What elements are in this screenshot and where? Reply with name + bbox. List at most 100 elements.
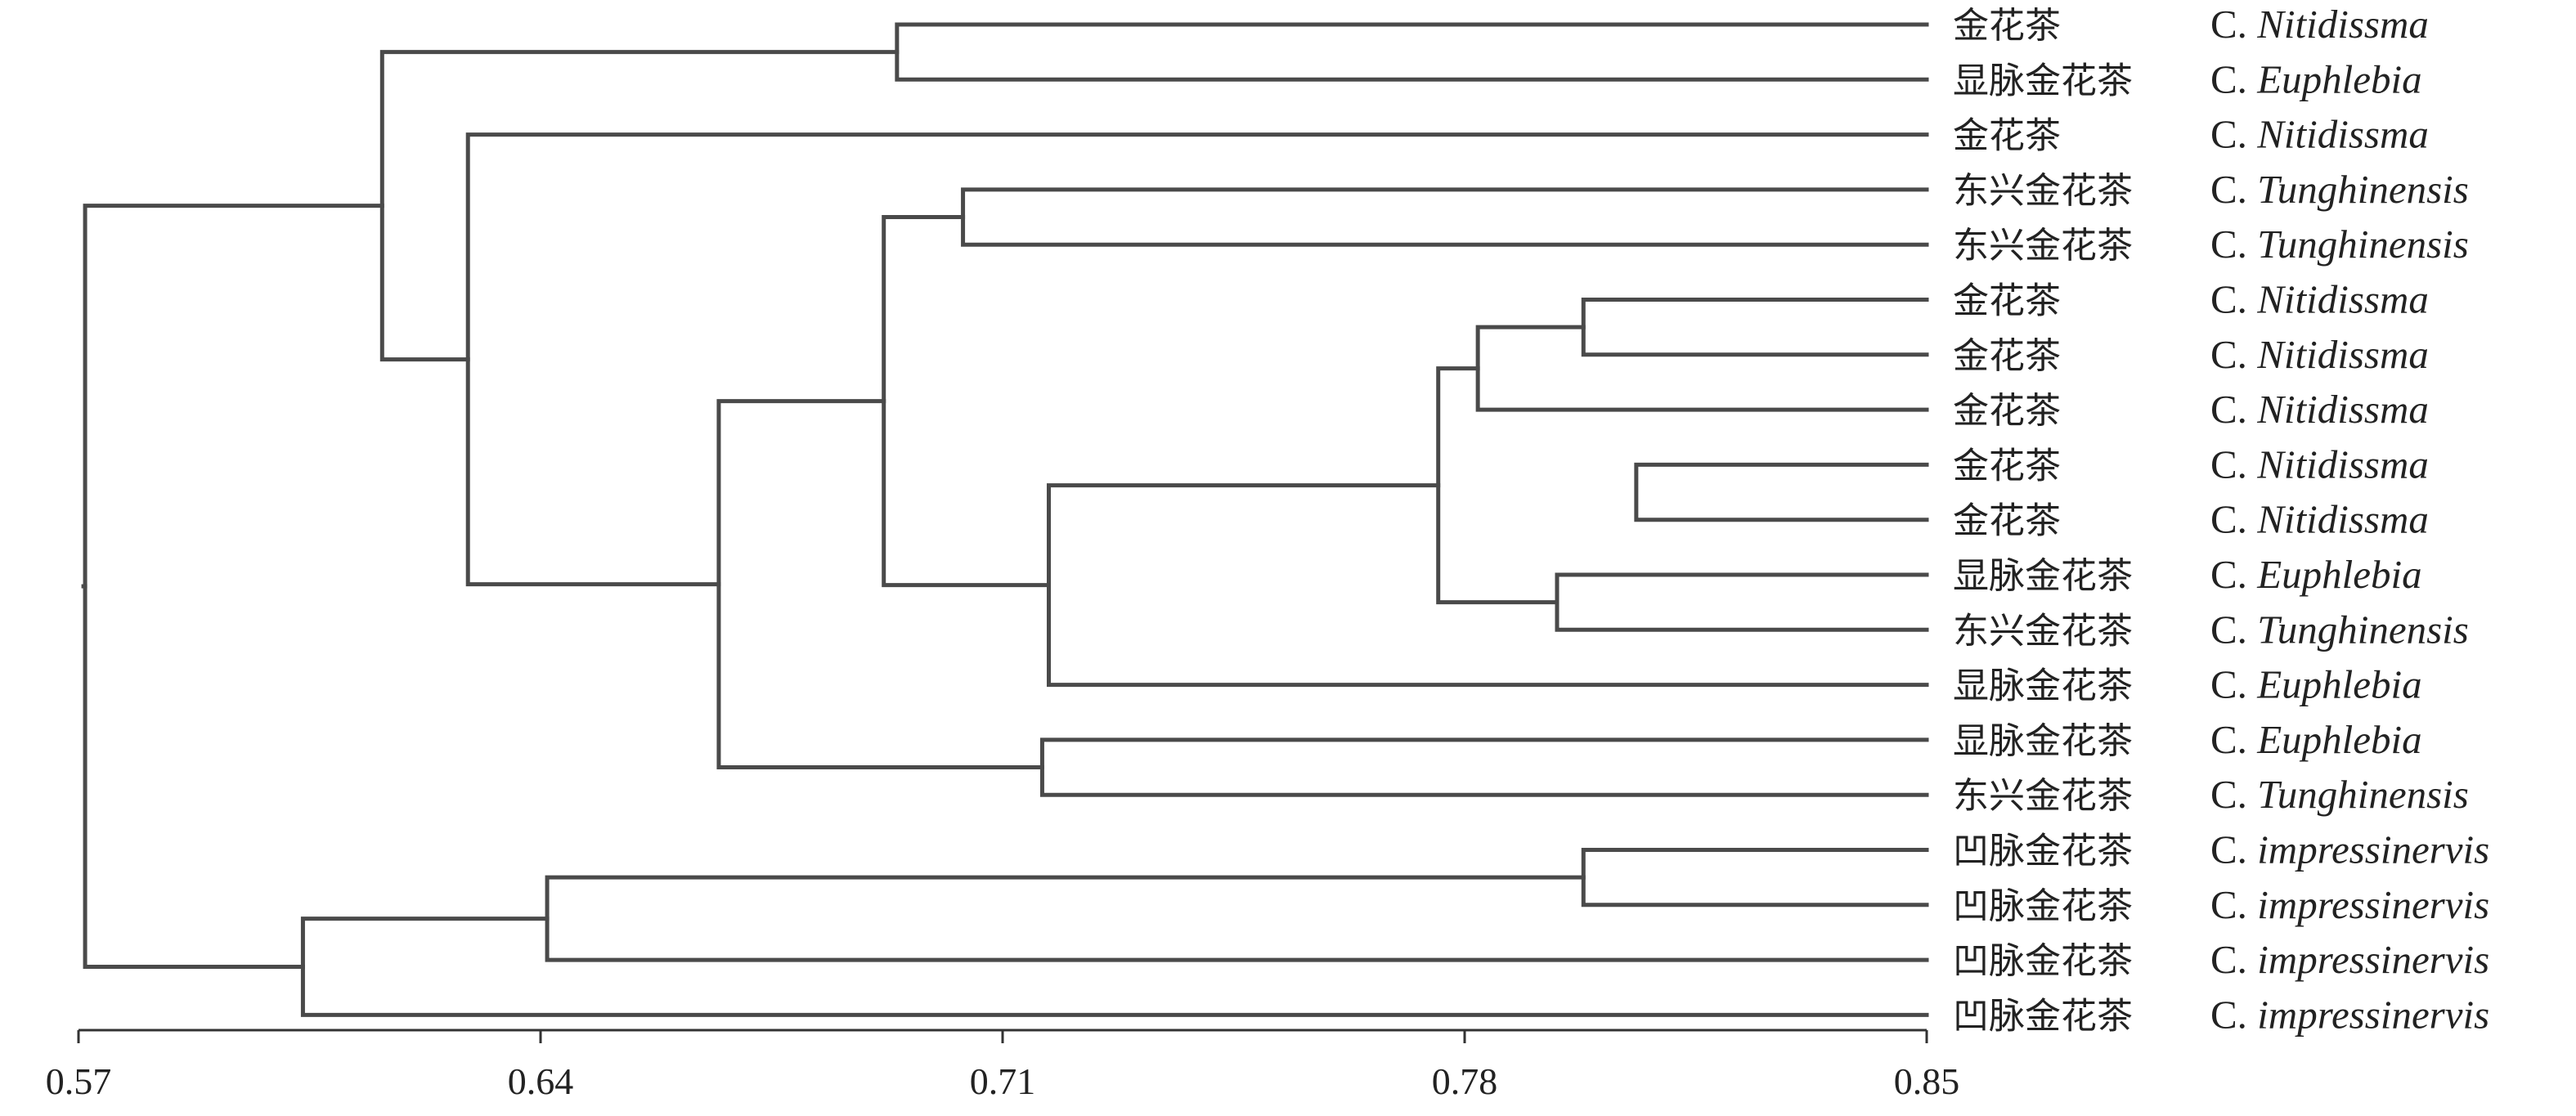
leaf-latin-name: C. Tunghinensis bbox=[2210, 222, 2469, 267]
leaf-genus: C. bbox=[2210, 552, 2257, 597]
leaf-species: Nitidissma bbox=[2256, 497, 2429, 542]
leaf-chinese-name: 金花茶 bbox=[1953, 115, 2061, 157]
leaf-latin-name: C. Euphlebia bbox=[2210, 717, 2422, 762]
leaf-latin-name: C. impressinervis bbox=[2210, 827, 2489, 872]
leaf-label: 凹脉金花茶 C. impressinervis bbox=[1953, 992, 2489, 1037]
dendrogram-branch bbox=[1039, 737, 1929, 797]
leaf-genus: C. bbox=[2210, 332, 2257, 377]
leaf-chinese-name: 显脉金花茶 bbox=[1953, 555, 2133, 597]
leaf-genus: C. bbox=[2210, 497, 2257, 542]
dendrogram-branch bbox=[895, 22, 1929, 82]
leaf-chinese-name: 显脉金花茶 bbox=[1953, 666, 2133, 707]
leaf-latin-name: C. Nitidissma bbox=[2210, 277, 2429, 322]
leaf-label: 金花茶 C. Nitidissma bbox=[1953, 497, 2429, 542]
leaf-genus: C. bbox=[2210, 387, 2257, 432]
leaf-chinese-name: 凹脉金花茶 bbox=[1953, 885, 2133, 927]
leaf-chinese-name: 金花茶 bbox=[1953, 445, 2061, 486]
leaf-species: Nitidissma bbox=[2256, 332, 2429, 377]
dendrogram-branch bbox=[1475, 325, 1929, 412]
leaf-label: 东兴金花茶 C. Tunghinensis bbox=[1953, 167, 2469, 212]
leaf-latin-name: C. Tunghinensis bbox=[2210, 772, 2469, 817]
leaf-label: 显脉金花茶 C. Euphlebia bbox=[1953, 552, 2422, 597]
leaf-latin-name: C. Euphlebia bbox=[2210, 662, 2422, 707]
dendrogram-branch bbox=[379, 50, 900, 362]
leaf-chinese-name: 金花茶 bbox=[1953, 500, 2061, 542]
leaf-chinese-name: 金花茶 bbox=[1953, 390, 2061, 432]
leaf-species: impressinervis bbox=[2257, 992, 2489, 1037]
leaf-chinese-name: 金花茶 bbox=[1953, 335, 2061, 377]
leaf-latin-name: C. Tunghinensis bbox=[2210, 167, 2469, 212]
axis-tick-label: 0.71 bbox=[970, 1060, 1036, 1102]
axis-tick-label: 0.64 bbox=[508, 1060, 574, 1102]
leaf-chinese-name: 金花茶 bbox=[1953, 5, 2061, 47]
leaf-genus: C. bbox=[2210, 662, 2257, 707]
axis-tick-label: 0.85 bbox=[1894, 1060, 1960, 1102]
leaf-chinese-name: 东兴金花茶 bbox=[1953, 610, 2133, 652]
leaf-chinese-name: 东兴金花茶 bbox=[1953, 775, 2133, 817]
leaf-species: Nitidissma bbox=[2256, 277, 2429, 322]
leaf-chinese-name: 凹脉金花茶 bbox=[1953, 995, 2133, 1037]
leaf-species: Euphlebia bbox=[2256, 552, 2421, 597]
dendrogram-branch bbox=[465, 132, 1929, 587]
leaf-latin-name: C. Nitidissma bbox=[2210, 387, 2429, 432]
leaf-species: Nitidissma bbox=[2256, 112, 2429, 157]
leaf-chinese-name: 金花茶 bbox=[1953, 280, 2061, 322]
leaf-genus: C. bbox=[2210, 277, 2257, 322]
leaf-genus: C. bbox=[2210, 882, 2257, 927]
leaf-chinese-name: 凹脉金花茶 bbox=[1953, 831, 2133, 872]
leaf-species: Euphlebia bbox=[2256, 56, 2421, 101]
leaf-latin-name: C. Nitidissma bbox=[2210, 112, 2429, 157]
leaf-latin-name: C. Euphlebia bbox=[2210, 552, 2422, 597]
leaf-label: 金花茶 C. Nitidissma bbox=[1953, 387, 2429, 432]
dendrogram-branch bbox=[1634, 462, 1929, 522]
dendrogram-branch bbox=[961, 187, 1929, 247]
axis-ticks: 0.57 0.64 0.71 0.78 0.85 bbox=[46, 1030, 1960, 1102]
leaf-genus: C. bbox=[2210, 992, 2257, 1037]
axis-tick-label: 0.78 bbox=[1432, 1060, 1498, 1102]
dendrogram-branches bbox=[81, 22, 1929, 1017]
leaf-latin-name: C. impressinervis bbox=[2210, 882, 2489, 927]
leaf-species: Nitidissma bbox=[2256, 2, 2429, 47]
leaf-species: Tunghinensis bbox=[2257, 222, 2469, 267]
leaf-label: 金花茶 C. Nitidissma bbox=[1953, 332, 2429, 377]
leaf-species: Euphlebia bbox=[2256, 662, 2421, 707]
leaf-latin-name: C. impressinervis bbox=[2210, 992, 2489, 1037]
dendrogram-branch bbox=[83, 204, 384, 970]
leaf-label: 东兴金花茶 C. Tunghinensis bbox=[1953, 222, 2469, 267]
leaf-chinese-name: 东兴金花茶 bbox=[1953, 225, 2133, 267]
leaf-label: 金花茶 C. Nitidissma bbox=[1953, 441, 2429, 486]
leaf-genus: C. bbox=[2210, 441, 2257, 486]
dendrogram-branch bbox=[1436, 366, 1560, 605]
dendrogram-branch bbox=[1555, 572, 1929, 632]
leaf-label: 金花茶 C. Nitidissma bbox=[1953, 2, 2429, 47]
dendrogram-branch bbox=[1581, 298, 1929, 357]
leaf-label: 显脉金花茶 C. Euphlebia bbox=[1953, 717, 2422, 762]
leaf-species: impressinervis bbox=[2257, 937, 2489, 982]
leaf-genus: C. bbox=[2210, 717, 2257, 762]
leaf-latin-name: C. Nitidissma bbox=[2210, 497, 2429, 542]
leaf-chinese-name: 显脉金花茶 bbox=[1953, 720, 2133, 762]
leaf-species: Tunghinensis bbox=[2257, 607, 2469, 652]
leaf-latin-name: C. impressinervis bbox=[2210, 937, 2489, 982]
leaf-latin-name: C. Nitidissma bbox=[2210, 441, 2429, 486]
similarity-axis: 0.57 0.64 0.71 0.78 0.85 bbox=[46, 1029, 1960, 1102]
leaf-chinese-name: 凹脉金花茶 bbox=[1953, 940, 2133, 982]
leaf-label: 金花茶 C. Nitidissma bbox=[1953, 277, 2429, 322]
leaf-chinese-name: 显脉金花茶 bbox=[1953, 60, 2133, 101]
leaf-label: 金花茶 C. Nitidissma bbox=[1953, 112, 2429, 157]
leaf-label: 凹脉金花茶 C. impressinervis bbox=[1953, 937, 2489, 982]
leaf-label: 凹脉金花茶 C. impressinervis bbox=[1953, 827, 2489, 872]
leaf-species: impressinervis bbox=[2257, 882, 2489, 927]
leaf-species: impressinervis bbox=[2257, 827, 2489, 872]
leaf-species: Euphlebia bbox=[2256, 717, 2421, 762]
leaf-genus: C. bbox=[2210, 937, 2257, 982]
leaf-latin-name: C. Nitidissma bbox=[2210, 332, 2429, 377]
leaf-species: Tunghinensis bbox=[2257, 167, 2469, 212]
leaf-genus: C. bbox=[2210, 772, 2257, 817]
leaf-genus: C. bbox=[2210, 112, 2257, 157]
leaf-label: 东兴金花茶 C. Tunghinensis bbox=[1953, 772, 2469, 817]
dendrogram-branch bbox=[1581, 848, 1929, 908]
leaf-latin-name: C. Euphlebia bbox=[2210, 56, 2422, 101]
leaf-species: Nitidissma bbox=[2256, 387, 2429, 432]
